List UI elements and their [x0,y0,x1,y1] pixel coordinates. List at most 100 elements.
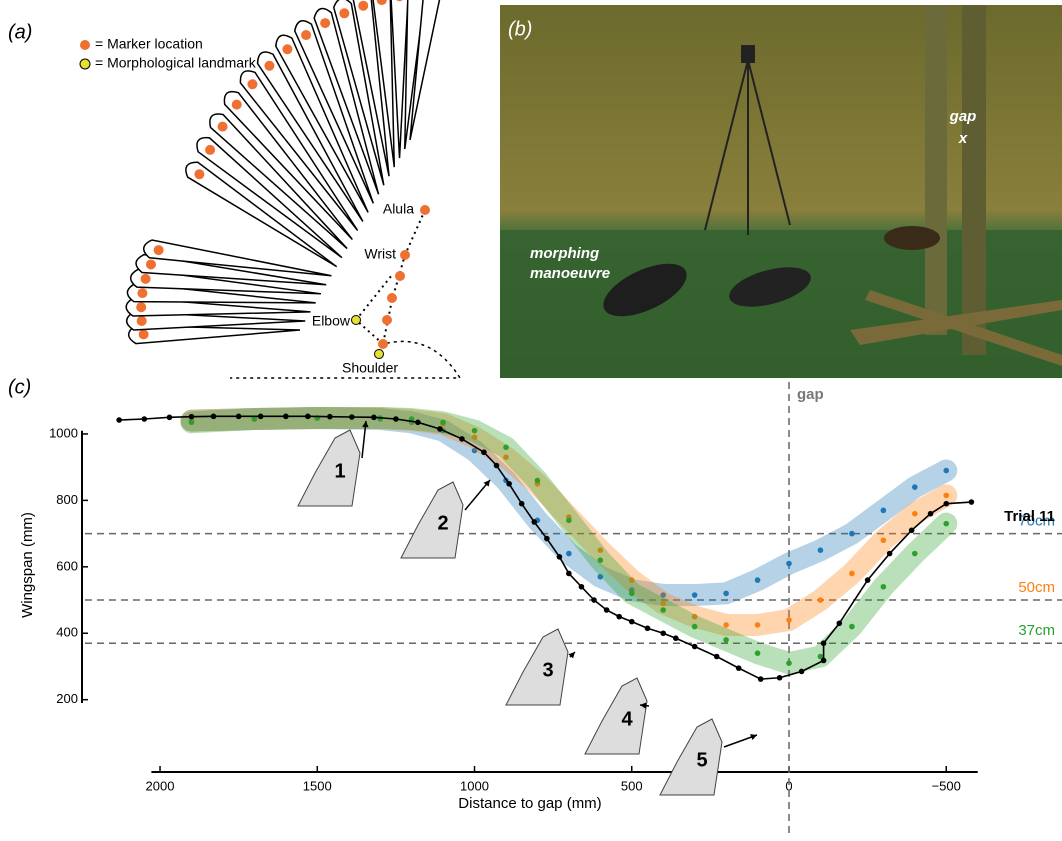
x-axis-label: Distance to gap (mm) [458,795,601,812]
point [283,414,289,420]
legend-label: Trial 11 [1004,508,1055,525]
point [557,554,563,560]
point [821,658,827,664]
point [881,584,887,590]
chart: 20040060080010002000150010005000−500Dist… [19,382,1062,835]
point [604,607,610,613]
point [881,508,887,514]
point [943,493,949,499]
point [566,551,572,557]
annotation: 1 [334,460,345,482]
marker [382,315,392,325]
marker [205,145,215,155]
silhouette [660,719,722,795]
marker [232,100,242,110]
point [755,577,761,583]
point [849,531,855,537]
point [305,414,311,420]
x-tick-label: 500 [621,778,643,793]
legend-marker [80,59,90,69]
point [818,597,824,603]
figure: (a) (c) = Marker location = Morphologica… [0,0,1062,841]
point [506,481,512,487]
point [116,417,122,423]
point [758,676,764,682]
photo-caption: manoeuvre [530,265,610,282]
point [211,414,217,420]
legend-marker [80,40,90,50]
y-tick-label: 800 [56,492,78,507]
point [786,660,792,666]
marker [420,205,430,215]
point [943,501,949,507]
point [437,426,443,432]
point [535,478,541,484]
point [591,597,597,603]
point [849,571,855,577]
point [786,617,792,623]
point [799,669,805,675]
point [736,665,742,671]
photo [500,5,1062,378]
marker [137,316,147,326]
point [415,420,421,426]
photo-label: x [958,130,968,147]
label: Alula [383,201,414,217]
point [189,414,195,420]
marker [378,339,388,349]
marker [247,79,257,89]
x-tick-label: 1000 [460,778,489,793]
silhouette [585,678,647,754]
point [472,428,478,434]
panel-label: (b) [508,18,532,40]
point [167,415,173,421]
y-tick-label: 1000 [49,425,78,440]
point [371,415,377,421]
label: Shoulder [342,360,398,376]
point [189,420,195,426]
label: Elbow [312,313,351,329]
point [912,551,918,557]
point [141,416,147,422]
marker [339,8,349,18]
y-tick-label: 200 [56,691,78,706]
landmark [375,350,384,359]
point [327,414,333,420]
x-tick-label: −500 [932,778,961,793]
silhouette [401,482,463,558]
point [969,499,975,505]
panel-label: (a) [8,21,32,43]
marker [264,61,274,71]
point [928,511,934,517]
marker [154,245,164,255]
point [692,592,698,598]
point [865,577,871,583]
point [777,675,783,681]
marker [146,259,156,269]
gap-label: gap [797,386,824,403]
point [786,561,792,567]
photo-caption: morphing [530,245,599,262]
point [629,619,635,625]
marker [141,274,151,284]
point [881,537,887,543]
point [912,484,918,490]
point [660,630,666,636]
point [349,414,355,420]
point [566,571,572,577]
annotation: 3 [542,659,553,681]
point [723,622,729,628]
point [673,635,679,641]
marker [194,169,204,179]
point [943,521,949,527]
annotation: 2 [437,512,448,534]
bone [356,275,392,344]
marker [137,288,147,298]
marker [136,302,146,312]
point [519,501,525,507]
label: Wrist [364,246,396,262]
point [723,591,729,597]
marker [139,329,149,339]
marker [282,44,292,54]
x-tick-label: 2000 [146,778,175,793]
